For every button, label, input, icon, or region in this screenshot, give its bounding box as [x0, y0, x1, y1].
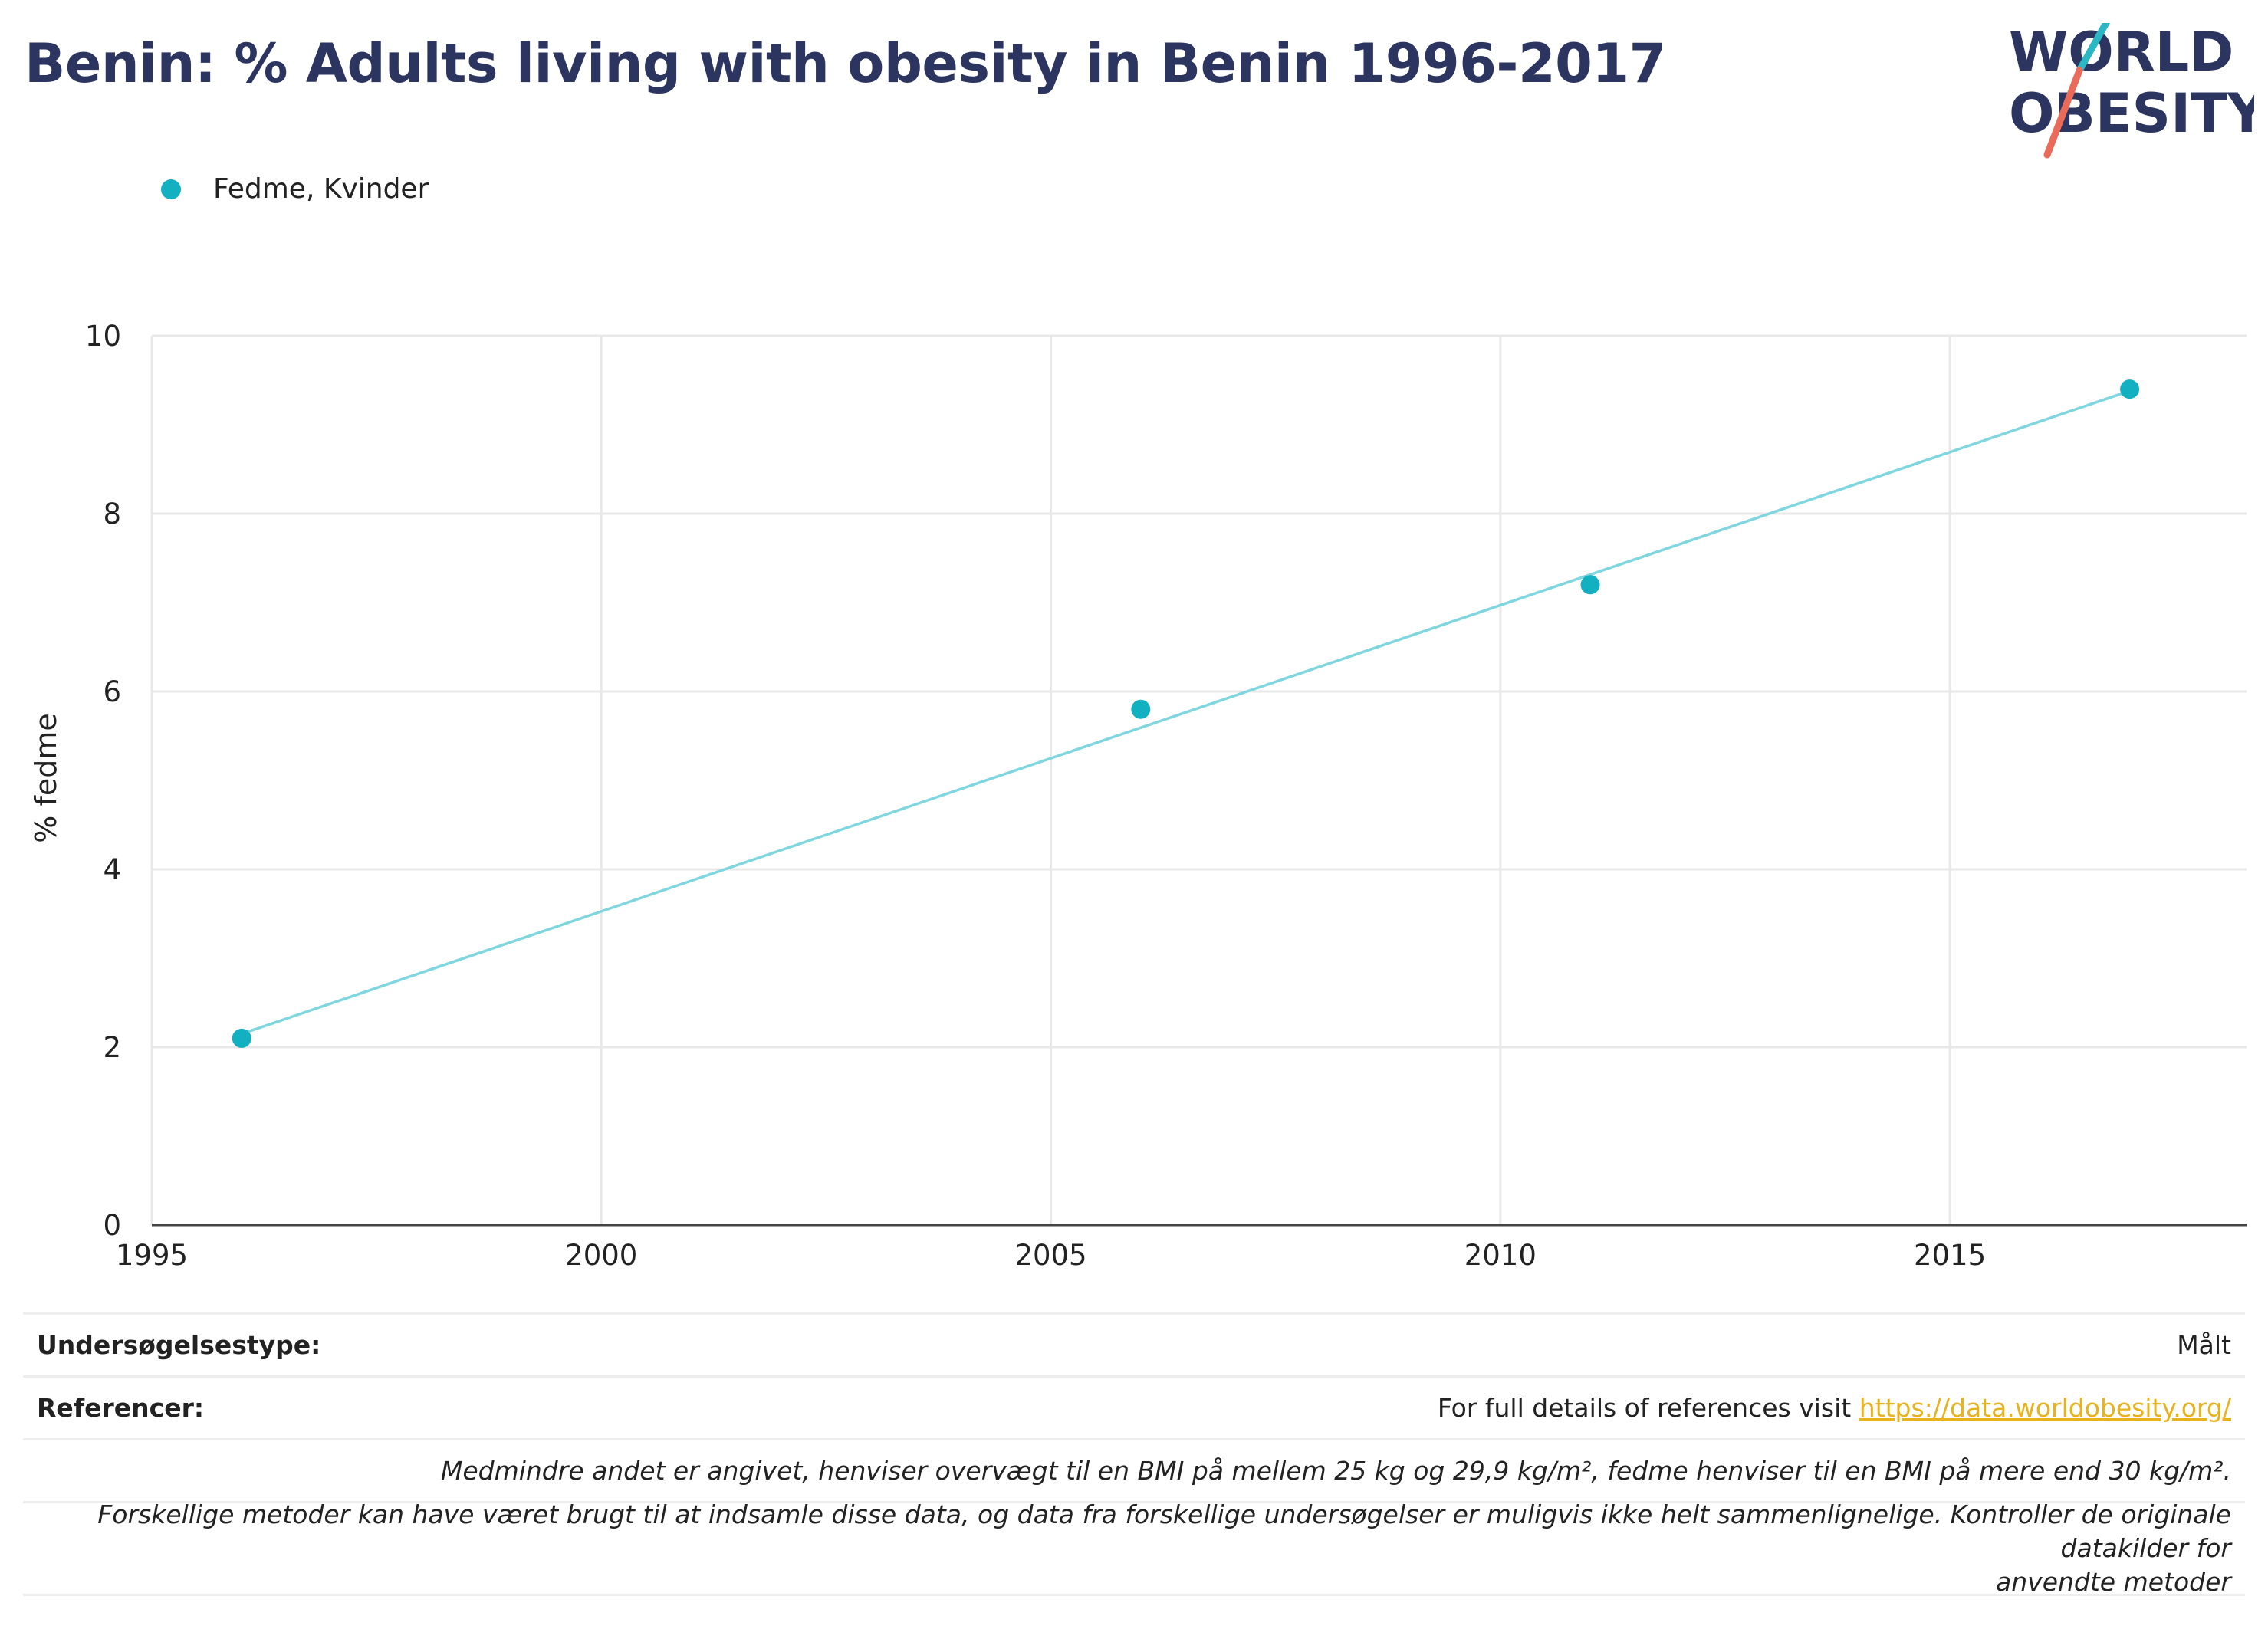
data-point — [2120, 379, 2140, 399]
world-obesity-logo: WORLD OBESITY — [2009, 23, 2254, 159]
survey-type-value: Målt — [2177, 1330, 2231, 1360]
references-text: For full details of references visit htt… — [1438, 1393, 2231, 1423]
y-tick-label: 10 — [85, 320, 121, 353]
y-tick-labels: 0 2 4 6 8 10 — [85, 320, 121, 1242]
x-tick-label: 2000 — [565, 1239, 637, 1272]
x-tick-label: 2010 — [1464, 1239, 1537, 1272]
y-tick-label: 8 — [103, 498, 121, 530]
references-row: Referencer: For full details of referenc… — [23, 1375, 2245, 1438]
y-axis-title: % fedme — [29, 713, 63, 843]
definition-note: Medmindre andet er angivet, henviser ove… — [440, 1456, 2231, 1486]
x-tick-label: 1995 — [116, 1239, 188, 1272]
footer-table: Undersøgelsestype: Målt Referencer: For … — [23, 1312, 2245, 1599]
legend-marker — [161, 179, 181, 199]
y-tick-label: 6 — [103, 675, 121, 708]
data-point — [1131, 699, 1151, 719]
y-tick-label: 0 — [103, 1209, 121, 1242]
y-tick-label: 2 — [103, 1031, 121, 1064]
note-row: Medmindre andet er angivet, henviser ove… — [23, 1438, 2245, 1501]
legend-label: Fedme, Kvinder — [213, 173, 429, 205]
trend-line — [241, 389, 2131, 1036]
logo-line1: WORLD — [2009, 23, 2233, 84]
chart-title: Benin: % Adults living with obesity in B… — [25, 32, 1666, 95]
references-link[interactable]: https://data.worldobesity.org/ — [1859, 1393, 2231, 1423]
survey-type-label: Undersøgelsestype: — [37, 1330, 321, 1360]
data-point — [1580, 575, 1600, 595]
methods-note-row: Forskellige metoder kan have været brugt… — [23, 1498, 2245, 1599]
y-tick-label: 4 — [103, 853, 121, 886]
data-point — [232, 1028, 251, 1048]
x-tick-label: 2005 — [1014, 1239, 1086, 1272]
legend[interactable]: Fedme, Kvinder — [161, 173, 429, 205]
methods-note-line1: Forskellige metoder kan have været brugt… — [97, 1499, 2231, 1563]
methods-note-line2: anvendte metoder — [1996, 1567, 2231, 1597]
series-layer — [232, 379, 2140, 1048]
references-label: Referencer: — [37, 1393, 205, 1423]
grid — [150, 334, 2247, 1227]
x-tick-label: 2015 — [1914, 1239, 1986, 1272]
chart-area[interactable]: 0 2 4 6 8 10 1995 2000 2005 2010 2015 — [0, 0, 2268, 1303]
methods-note: Forskellige metoder kan have været brugt… — [37, 1498, 2231, 1599]
survey-type-row: Undersøgelsestype: Målt — [23, 1312, 2245, 1375]
x-tick-labels: 1995 2000 2005 2010 2015 — [116, 1239, 1986, 1272]
logo-line2: OBESITY — [2009, 82, 2254, 145]
references-prefix: For full details of references visit — [1437, 1393, 1859, 1423]
